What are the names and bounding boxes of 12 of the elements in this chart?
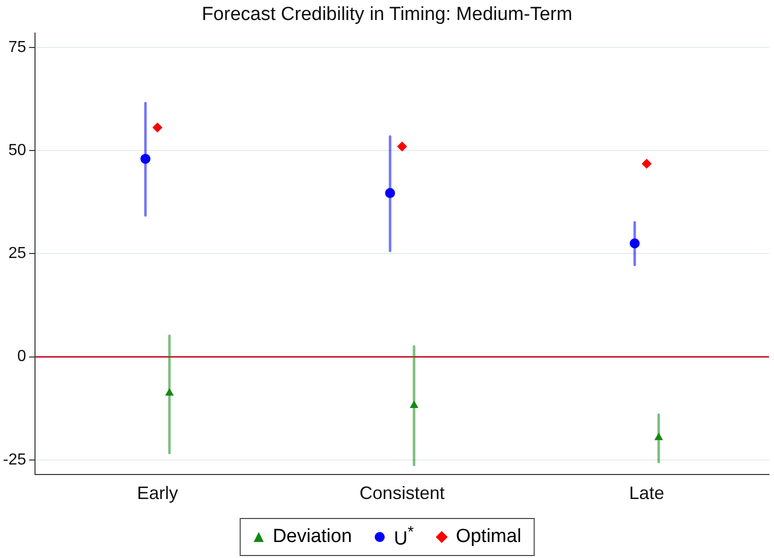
legend-label: U$^{*}$ xyxy=(394,524,414,550)
x-tick-label: Early xyxy=(136,483,178,504)
y-tick-label: 75 xyxy=(8,38,26,56)
y-tick-label: 25 xyxy=(8,245,26,262)
y-tick-label: 50 xyxy=(8,142,26,159)
y-tick-label: 0 xyxy=(17,348,26,366)
chart-title: Forecast Credibility in Timing: Medium-Term xyxy=(200,4,574,26)
legend-label: Deviation xyxy=(272,526,352,548)
legend-label: Optimal xyxy=(456,526,522,548)
y-tick-label: -25 xyxy=(3,451,26,468)
x-tick-label: Consistent xyxy=(360,483,445,504)
x-tick-label: Late xyxy=(629,483,664,504)
